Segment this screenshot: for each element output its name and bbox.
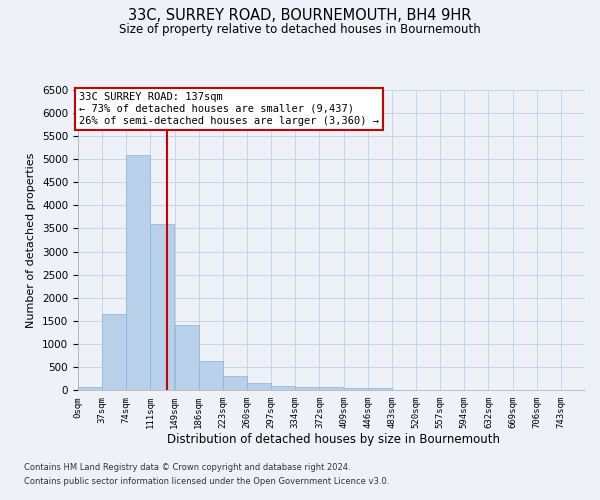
Text: Contains HM Land Registry data © Crown copyright and database right 2024.: Contains HM Land Registry data © Crown c… — [24, 464, 350, 472]
Bar — [247, 383, 271, 390]
Text: 33C, SURREY ROAD, BOURNEMOUTH, BH4 9HR: 33C, SURREY ROAD, BOURNEMOUTH, BH4 9HR — [128, 8, 472, 22]
Bar — [151, 224, 175, 390]
Bar — [126, 154, 151, 390]
Bar — [295, 387, 319, 390]
Bar — [102, 314, 126, 390]
Bar — [175, 326, 199, 390]
Bar — [344, 388, 368, 390]
Text: Size of property relative to detached houses in Bournemouth: Size of property relative to detached ho… — [119, 22, 481, 36]
Bar — [368, 388, 392, 390]
Y-axis label: Number of detached properties: Number of detached properties — [26, 152, 37, 328]
Bar — [319, 387, 343, 390]
Text: Distribution of detached houses by size in Bournemouth: Distribution of detached houses by size … — [167, 432, 500, 446]
Text: Contains public sector information licensed under the Open Government Licence v3: Contains public sector information licen… — [24, 477, 389, 486]
Bar — [199, 362, 223, 390]
Bar — [271, 386, 295, 390]
Bar — [78, 386, 102, 390]
Text: 33C SURREY ROAD: 137sqm
← 73% of detached houses are smaller (9,437)
26% of semi: 33C SURREY ROAD: 137sqm ← 73% of detache… — [79, 92, 379, 126]
Bar — [223, 376, 247, 390]
